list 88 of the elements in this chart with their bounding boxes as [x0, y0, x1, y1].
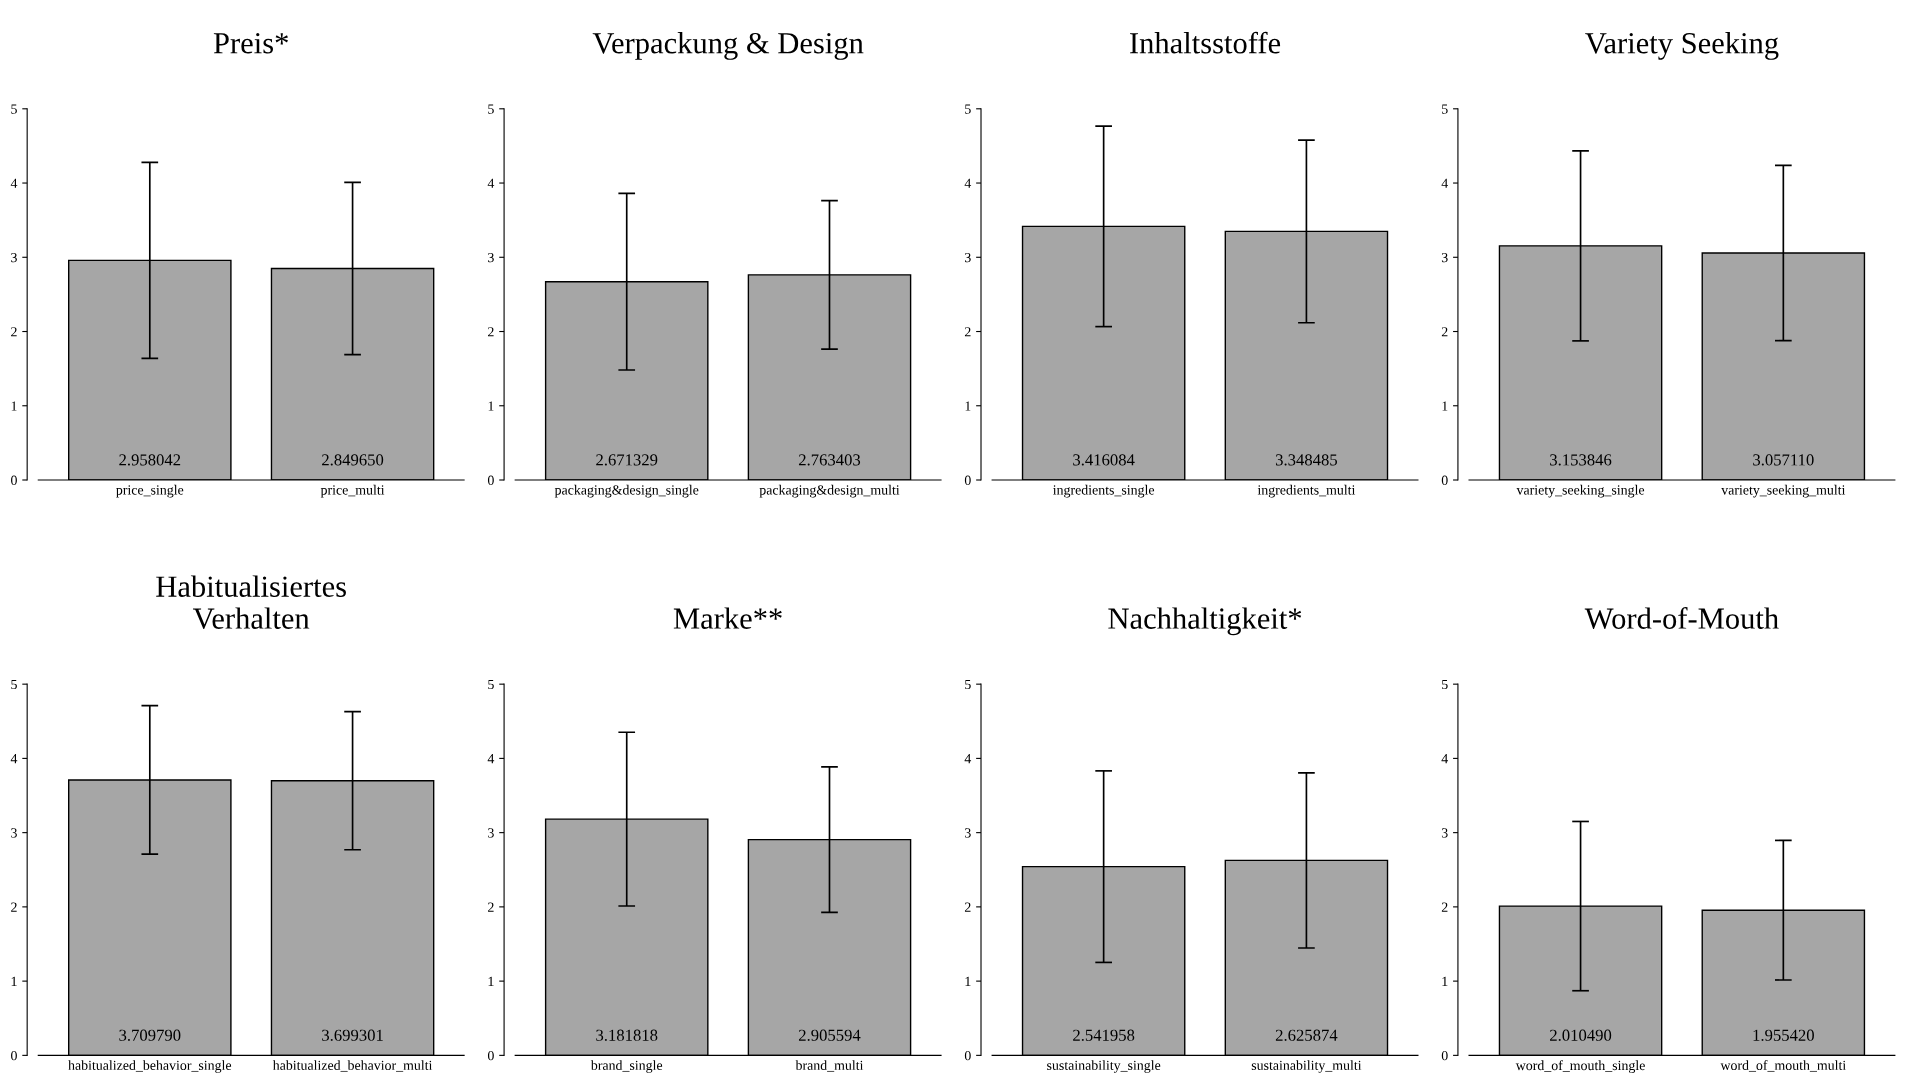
y-tick-label: 1	[488, 401, 494, 411]
y-tick-label: 1	[965, 976, 971, 986]
x-tick-label: packaging&design_single	[554, 484, 699, 498]
y-tick-label: 2	[964, 902, 971, 912]
y-tick-label: 3	[1441, 828, 1448, 838]
chart-title: Inhaltsstoffe	[1130, 31, 1281, 54]
chart-title: Preis*	[213, 33, 288, 54]
y-tick-label: 4	[964, 178, 972, 188]
y-tick-label: 0	[1441, 475, 1448, 485]
y-tick-label: 1	[488, 976, 494, 986]
chart-title: Marke**	[673, 607, 782, 629]
y-tick-label: 5	[965, 679, 971, 690]
y-tick-label: 3	[11, 828, 17, 838]
data-label: 2.010490	[1550, 1029, 1612, 1041]
chart-title: Nachhaltigkeit*	[1108, 607, 1302, 636]
x-tick-label: word_of_mouth_single	[1515, 1060, 1645, 1073]
x-tick-label: habitualized_behavior_single	[68, 1060, 232, 1073]
data-label: 3.709790	[119, 1029, 181, 1041]
y-tick-label: 0	[487, 1050, 494, 1061]
data-label: 2.671329	[596, 454, 658, 466]
data-label: 2.958042	[119, 454, 181, 466]
y-tick-label: 4	[487, 754, 495, 764]
x-tick-label: brand_single	[590, 1060, 663, 1073]
y-tick-label: 2	[488, 327, 494, 337]
y-tick-label: 1	[965, 401, 971, 411]
y-tick-label: 3	[11, 252, 17, 263]
x-tick-label: variety_seeking_multi	[1721, 484, 1846, 498]
x-tick-label: ingredients_single	[1053, 484, 1155, 498]
y-tick-label: 1	[11, 401, 17, 411]
data-label: 1.955420	[1753, 1029, 1814, 1041]
y-tick-label: 1	[1442, 976, 1448, 986]
y-tick-label: 5	[11, 104, 17, 114]
chart-title: Verpackung & Design	[592, 32, 864, 60]
x-tick-label: sustainability_multi	[1251, 1060, 1362, 1073]
y-tick-label: 5	[488, 679, 494, 690]
y-tick-label: 4	[1441, 178, 1448, 188]
y-tick-label: 3	[965, 828, 971, 838]
y-tick-label: 2	[488, 902, 494, 912]
y-tick-label: 3	[488, 252, 494, 263]
y-tick-label: 0	[11, 1050, 17, 1061]
x-tick-label: price_multi	[320, 484, 385, 498]
y-tick-label: 0	[1441, 1050, 1448, 1061]
data-label: 3.181818	[596, 1029, 658, 1041]
data-label: 3.699301	[322, 1029, 383, 1041]
data-label: 2.905594	[798, 1029, 861, 1041]
data-label: 2.541958	[1073, 1029, 1135, 1041]
x-tick-label: brand_multi	[795, 1060, 864, 1072]
x-tick-label: sustainability_single	[1047, 1060, 1161, 1073]
y-tick-label: 4	[10, 754, 18, 764]
y-tick-label: 0	[11, 475, 17, 485]
data-label: 3.153846	[1550, 454, 1612, 466]
data-label: 3.416084	[1073, 454, 1135, 466]
y-tick-label: 3	[1441, 252, 1448, 263]
y-tick-label: 0	[964, 475, 971, 485]
y-tick-label: 5	[11, 679, 17, 690]
chart-title: Word-of-Mouth	[1584, 607, 1779, 630]
y-tick-label: 2	[1441, 902, 1448, 912]
y-tick-label: 5	[1442, 679, 1448, 690]
chart-title: Habitualisiertes Verhalten	[156, 575, 346, 630]
y-tick-label: 5	[488, 104, 494, 114]
data-label: 3.057110	[1753, 454, 1814, 466]
x-tick-label: variety_seeking_single	[1516, 484, 1645, 498]
x-tick-label: price_single	[116, 484, 184, 498]
y-tick-label: 1	[1442, 401, 1448, 411]
y-tick-label: 2	[11, 327, 17, 337]
data-label: 2.849650	[322, 454, 384, 466]
y-tick-label: 1	[11, 976, 17, 986]
x-tick-label: word_of_mouth_multi	[1720, 1060, 1846, 1072]
y-tick-label: 0	[487, 475, 494, 485]
y-tick-label: 0	[964, 1050, 971, 1061]
y-tick-label: 4	[10, 178, 18, 188]
data-label: 2.763403	[798, 454, 861, 466]
x-tick-label: habitualized_behavior_multi	[272, 1060, 433, 1072]
y-tick-label: 3	[965, 252, 971, 263]
x-tick-label: ingredients_multi	[1257, 484, 1356, 498]
y-tick-label: 5	[965, 104, 971, 114]
y-tick-label: 5	[1442, 104, 1448, 114]
y-tick-label: 2	[964, 327, 971, 337]
y-tick-label: 2	[1441, 327, 1448, 337]
chart-title: Variety Seeking	[1585, 32, 1779, 60]
y-tick-label: 4	[964, 754, 972, 764]
y-tick-label: 4	[487, 178, 495, 188]
y-tick-label: 4	[1441, 754, 1448, 764]
y-tick-label: 2	[11, 902, 17, 912]
x-tick-label: packaging&design_multi	[759, 484, 900, 498]
data-label: 2.625874	[1275, 1029, 1338, 1041]
y-tick-label: 3	[488, 828, 494, 838]
data-label: 3.348485	[1275, 454, 1338, 466]
